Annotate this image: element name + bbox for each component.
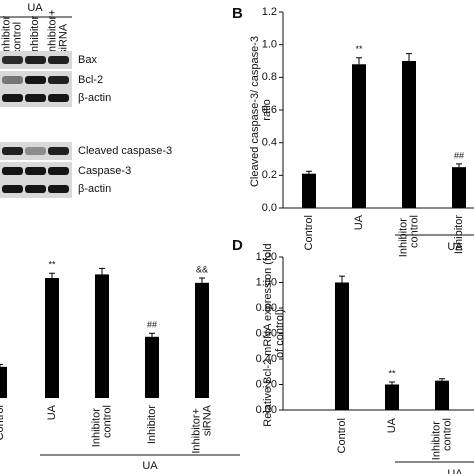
- error-bar: [356, 57, 362, 65]
- blot-band: [25, 56, 46, 64]
- band-label: β-actin: [78, 183, 111, 195]
- bar: [435, 380, 449, 410]
- significance-label: **: [48, 260, 56, 270]
- bar: [402, 61, 416, 208]
- y-tick-label: 0.8: [262, 71, 277, 83]
- y-tick-label: 0.60: [256, 327, 277, 339]
- blot-band: [25, 167, 46, 175]
- blot-band: [48, 185, 69, 193]
- y-tick-label: 0.4: [262, 137, 277, 149]
- significance-label: **: [355, 44, 363, 54]
- blot-band: [25, 94, 46, 102]
- blot-band: [2, 76, 23, 84]
- error-bar: [49, 272, 55, 278]
- blot-band: [2, 56, 23, 64]
- band-label: Bax: [78, 54, 97, 66]
- lane-label: Inhibitor+ siRNA: [46, 6, 69, 55]
- x-tick-label: UA: [386, 417, 398, 433]
- lane-label: Inhibitor: [29, 16, 41, 55]
- significance-label: **: [388, 368, 396, 378]
- significance-label: &&: [196, 264, 208, 274]
- y-tick-label: 0.6: [262, 104, 277, 116]
- x-tick-label: Inhibitor control: [90, 405, 113, 447]
- bar: [45, 278, 59, 398]
- group-label: UA: [142, 460, 158, 472]
- error-bar: [149, 332, 155, 337]
- y-tick-label: 0.2: [262, 169, 277, 181]
- error-bar: [199, 277, 205, 283]
- y-tick-label: 0.00: [256, 404, 277, 416]
- y-tick-label: 1.20: [256, 251, 277, 263]
- error-bar: [456, 163, 462, 168]
- bar: [335, 282, 349, 410]
- x-tick-label: Inhibitor control: [430, 418, 453, 460]
- bar: [145, 336, 159, 398]
- error-bar: [0, 363, 3, 367]
- x-tick-label: Inhibitor+ siRNA: [190, 404, 213, 453]
- error-bar: [306, 170, 312, 174]
- panel-label: D: [232, 237, 243, 254]
- y-tick-label: 1.00: [256, 276, 277, 288]
- bar: [0, 366, 7, 398]
- group-label: UA: [27, 2, 43, 14]
- blot-strip: [0, 142, 72, 160]
- bar: [452, 167, 466, 208]
- blot-band: [25, 147, 46, 155]
- bar: [195, 282, 209, 398]
- y-tick-label: 1.2: [262, 6, 277, 18]
- group-label: UA: [447, 468, 463, 474]
- blot-band: [2, 147, 23, 155]
- blot-band: [2, 167, 23, 175]
- blot-band: [25, 185, 46, 193]
- blot-band: [25, 76, 46, 84]
- x-tick-label: UA: [46, 404, 58, 420]
- error-bar: [389, 381, 395, 385]
- x-tick-label: Control: [303, 215, 315, 250]
- bar: [385, 384, 399, 410]
- bar: [352, 64, 366, 209]
- panel-label: B: [232, 5, 243, 22]
- blot-band: [48, 94, 69, 102]
- x-tick-label: Control: [0, 405, 6, 440]
- group-label: UA: [447, 241, 463, 253]
- blot-band: [48, 147, 69, 155]
- error-bar: [339, 275, 345, 283]
- x-tick-label: Control: [336, 418, 348, 453]
- y-axis-title: Cleaved caspase-3/ caspase-3 ratio: [249, 33, 273, 187]
- y-tick-label: 1.0: [262, 39, 277, 51]
- x-tick-label: Inhibitor: [146, 405, 158, 444]
- x-tick-label: UA: [353, 214, 365, 230]
- band-label: Cleaved caspase-3: [78, 145, 172, 157]
- blot-band: [2, 185, 23, 193]
- blot-band: [48, 167, 69, 175]
- error-bar: [439, 378, 445, 381]
- blot-band: [48, 56, 69, 64]
- y-tick-label: 0.40: [256, 353, 277, 365]
- band-label: Caspase-3: [78, 165, 131, 177]
- significance-label: ##: [454, 150, 464, 160]
- error-bar: [99, 267, 105, 275]
- significance-label: ##: [147, 320, 157, 330]
- blot-band: [48, 76, 69, 84]
- error-bar: [406, 53, 412, 61]
- x-tick-label: Inhibitor: [453, 215, 465, 254]
- band-label: β-actin: [78, 92, 111, 104]
- x-tick-label: Inhibitor control: [397, 215, 420, 257]
- lane-label: Inhibitor control: [0, 13, 23, 55]
- y-tick-label: 0.20: [256, 378, 277, 390]
- blot-band: [2, 94, 23, 102]
- band-label: Bcl-2: [78, 74, 103, 86]
- bar: [302, 173, 316, 208]
- y-tick-label: 0.0: [262, 202, 277, 214]
- y-tick-label: 0.80: [256, 302, 277, 314]
- bar: [95, 274, 109, 398]
